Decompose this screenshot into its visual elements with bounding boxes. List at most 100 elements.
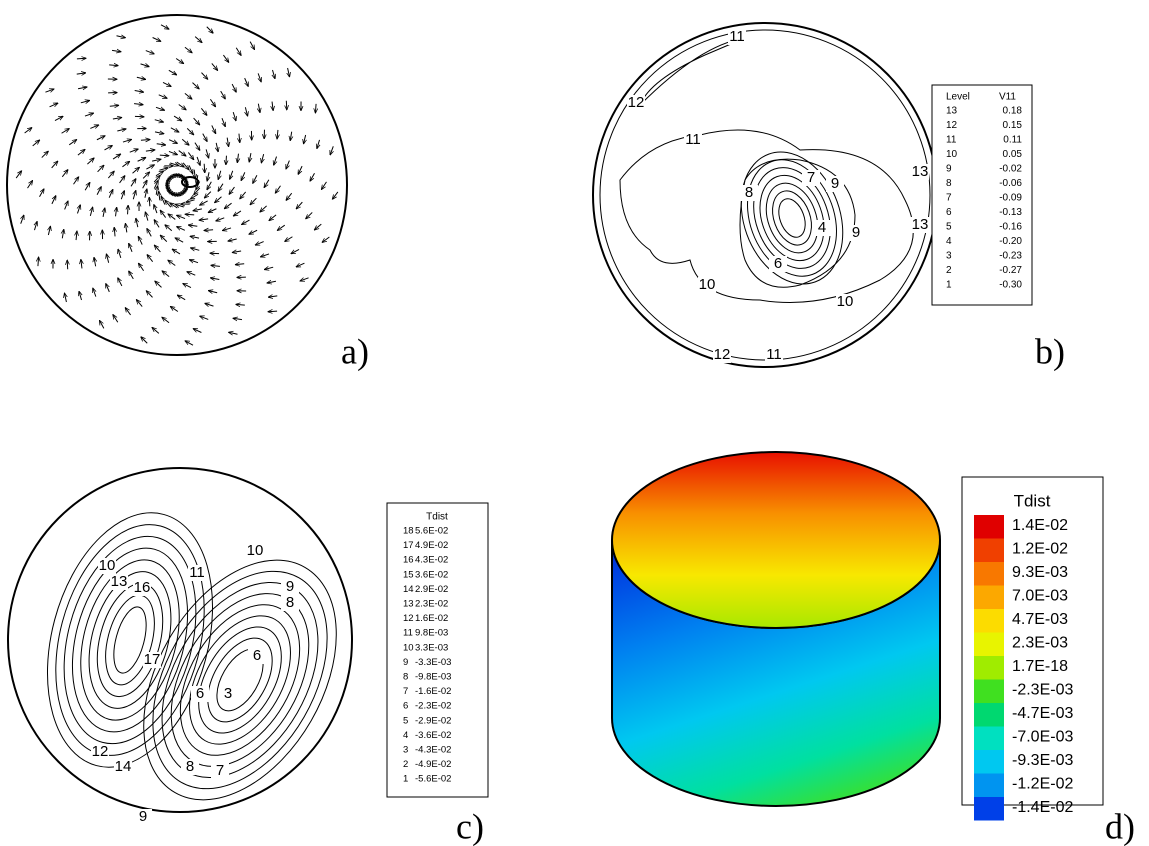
vector xyxy=(129,243,132,252)
contour xyxy=(198,626,282,734)
vector xyxy=(183,284,192,288)
vector xyxy=(103,208,105,217)
vector xyxy=(77,149,85,156)
vector xyxy=(175,238,184,243)
vector xyxy=(255,241,264,245)
label-backdrop xyxy=(281,595,299,611)
contour xyxy=(63,535,197,745)
vector xyxy=(290,131,291,141)
vector xyxy=(207,172,209,181)
vector xyxy=(227,137,228,147)
label-backdrop xyxy=(211,763,229,779)
vector xyxy=(244,77,249,86)
legend-value: 5.6E-02 xyxy=(415,526,448,537)
vector xyxy=(68,140,76,146)
vector xyxy=(160,210,167,218)
contour-label: 9 xyxy=(286,578,294,595)
vector xyxy=(108,189,113,198)
legend-value: -0.16 xyxy=(999,222,1022,233)
vector xyxy=(237,153,238,163)
vector xyxy=(306,212,313,218)
vector xyxy=(296,201,303,209)
legend-level: 11 xyxy=(946,135,957,146)
vector xyxy=(107,171,114,179)
legend-entry: 9.3E-03 xyxy=(1012,564,1068,581)
vector xyxy=(154,120,164,122)
legend-swatch xyxy=(974,656,1004,680)
legend-entry: -1.2E-02 xyxy=(1012,776,1073,793)
legend-entry: 2.3E-03 xyxy=(1012,635,1068,652)
legend-level: 4 xyxy=(946,236,952,247)
vector xyxy=(314,223,322,230)
vector xyxy=(242,219,250,224)
contour-label: 10 xyxy=(247,542,264,559)
vector xyxy=(77,87,87,89)
legend-entry: 1.2E-02 xyxy=(1012,541,1068,558)
panel-label: a) xyxy=(341,331,369,371)
vector xyxy=(208,208,217,213)
vector xyxy=(204,230,214,231)
vector xyxy=(159,191,160,201)
vector xyxy=(206,149,209,158)
vector xyxy=(147,255,154,263)
label-backdrop xyxy=(181,759,199,775)
legend-level: 11 xyxy=(403,628,413,639)
vector xyxy=(216,142,218,152)
vector xyxy=(274,156,277,166)
vector xyxy=(191,248,200,250)
vector xyxy=(61,170,68,178)
vector xyxy=(155,171,164,177)
vector xyxy=(79,291,81,301)
domain-circle xyxy=(6,14,348,356)
legend-value: -2.3E-02 xyxy=(415,701,451,712)
contour xyxy=(753,167,831,269)
legend-title: Tdist xyxy=(426,512,448,523)
label-backdrop xyxy=(847,225,865,241)
vector xyxy=(240,191,247,199)
contour-label: 10 xyxy=(699,276,716,293)
vector xyxy=(113,315,119,323)
vector xyxy=(151,159,161,161)
legend-level: 6 xyxy=(403,701,408,712)
vector xyxy=(269,214,277,221)
vector xyxy=(187,152,193,159)
legend-level: 8 xyxy=(403,672,408,683)
vector xyxy=(222,228,232,231)
vector xyxy=(209,98,215,106)
vector xyxy=(84,113,94,116)
contour xyxy=(189,615,291,745)
label-backdrop xyxy=(826,176,844,192)
vector xyxy=(141,337,148,344)
vector xyxy=(90,125,98,129)
vector xyxy=(260,205,267,212)
vector xyxy=(170,163,179,166)
vector xyxy=(194,187,201,195)
legend-swatch xyxy=(974,726,1004,750)
vector xyxy=(228,239,237,241)
vector xyxy=(154,220,160,228)
vector xyxy=(130,179,136,187)
label-backdrop xyxy=(765,347,783,363)
vector xyxy=(153,175,160,183)
label-backdrop xyxy=(114,759,132,775)
vector xyxy=(162,82,171,86)
contour xyxy=(619,129,914,303)
contour-label: 11 xyxy=(729,28,745,45)
vector xyxy=(194,36,202,43)
vector xyxy=(61,129,70,134)
legend-level: 7 xyxy=(946,193,952,204)
label-backdrop xyxy=(769,256,787,272)
vector xyxy=(233,318,243,319)
vector xyxy=(286,160,290,169)
contour xyxy=(80,559,180,721)
domain-circle xyxy=(592,22,938,368)
vector xyxy=(109,105,119,106)
cylinder-top xyxy=(611,451,941,629)
legend-level: 18 xyxy=(403,526,414,537)
contour-label: 6 xyxy=(253,647,261,664)
vector xyxy=(192,82,199,89)
vector xyxy=(296,262,305,267)
vector xyxy=(239,133,240,143)
legend-swatch xyxy=(974,585,1004,609)
vector xyxy=(128,205,129,215)
